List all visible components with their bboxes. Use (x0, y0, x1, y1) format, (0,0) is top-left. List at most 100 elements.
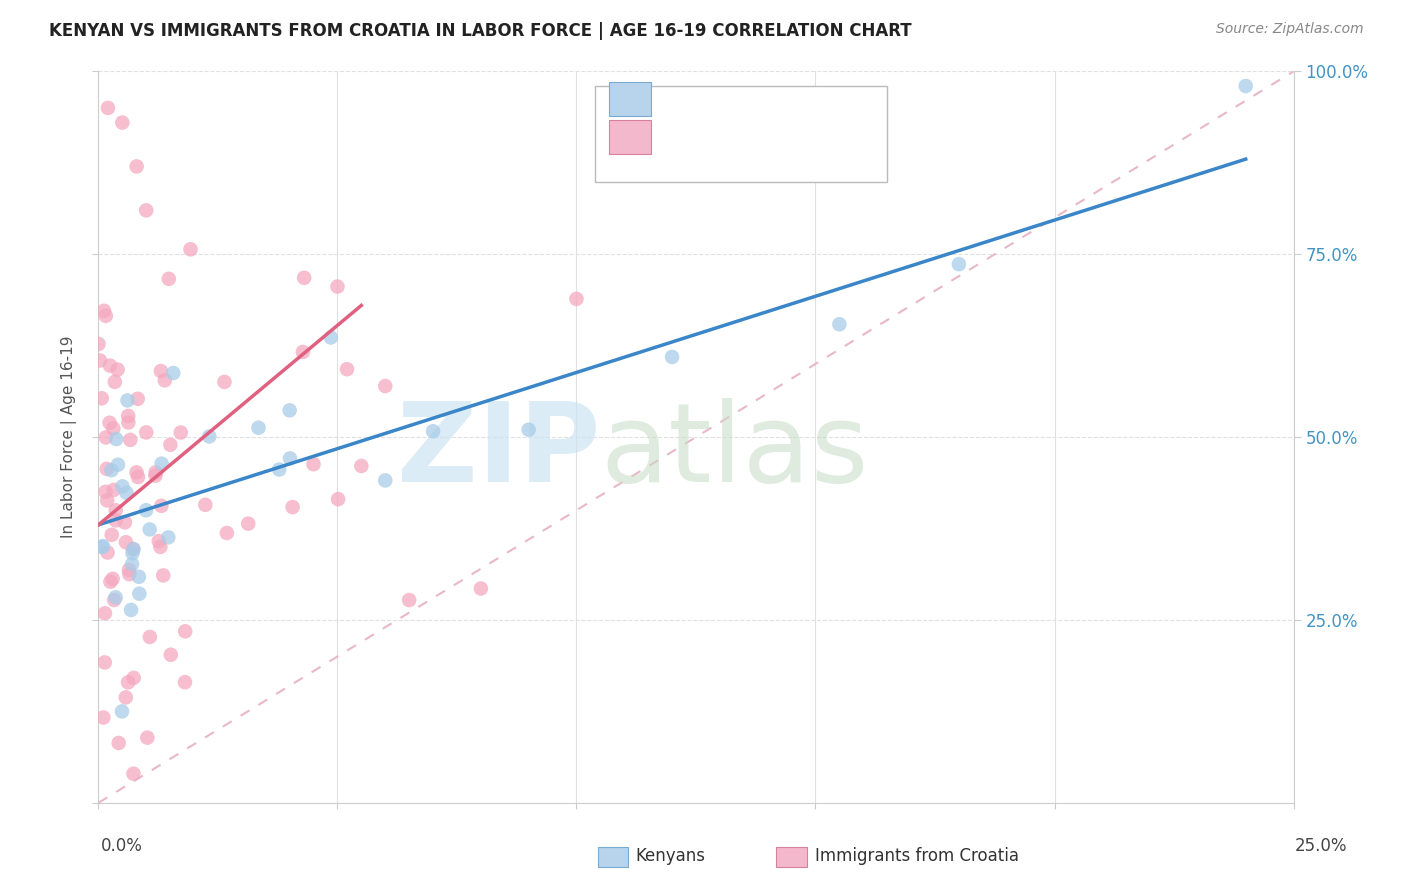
Point (101, 572, 124, 586)
Point (145, 468, 167, 483)
Point (100, 463, 122, 477)
Point (247, 421, 270, 435)
Point (278, 403, 301, 417)
Point (120, 433, 142, 447)
Point (122, 542, 145, 557)
Point (135, 203, 157, 218)
Point (278, 451, 301, 466)
Point (194, 498, 217, 512)
Text: KENYAN VS IMMIGRANTS FROM CROATIA IN LABOR FORCE | AGE 16-19 CORRELATION CHART: KENYAN VS IMMIGRANTS FROM CROATIA IN LAB… (49, 22, 912, 40)
Point (89, 353, 111, 368)
Point (661, 350, 683, 364)
Point (91, 540, 114, 554)
Point (150, 499, 173, 513)
Point (98, 359, 121, 373)
Text: 25.0%: 25.0% (1295, 837, 1347, 855)
Point (107, 458, 129, 472)
Point (128, 587, 150, 601)
Point (100, 574, 122, 589)
Point (97, 101, 120, 115)
Point (103, 421, 125, 435)
Point (115, 486, 138, 500)
Point (121, 557, 143, 571)
Point (180, 243, 202, 257)
Point (238, 516, 260, 531)
Point (174, 624, 197, 639)
Point (127, 392, 149, 406)
Point (157, 272, 180, 286)
Text: 0.0%: 0.0% (101, 837, 143, 855)
Point (470, 582, 492, 596)
Point (117, 416, 139, 430)
Point (139, 630, 162, 644)
Point (96, 493, 118, 508)
Point (93, 303, 115, 318)
Point (128, 570, 150, 584)
Point (336, 362, 359, 376)
Point (149, 364, 172, 378)
Text: Immigrants from Croatia: Immigrants from Croatia (815, 847, 1019, 865)
Point (326, 279, 349, 293)
Point (145, 466, 167, 480)
Point (91, 539, 114, 553)
Point (114, 516, 136, 530)
Text: R = 0.179    N = 75: R = 0.179 N = 75 (661, 136, 837, 154)
Point (94, 309, 117, 323)
Point (1234, 78, 1257, 93)
Point (120, 603, 142, 617)
Text: Source: ZipAtlas.com: Source: ZipAtlas.com (1216, 22, 1364, 37)
Point (319, 330, 342, 344)
Point (374, 379, 396, 393)
Point (96, 462, 118, 476)
Point (281, 500, 304, 514)
Point (100, 528, 122, 542)
Point (122, 671, 145, 685)
Point (97, 545, 120, 559)
Point (114, 690, 136, 705)
Point (159, 438, 181, 452)
Point (122, 542, 145, 557)
Point (162, 366, 184, 380)
Point (104, 375, 127, 389)
Point (115, 535, 138, 549)
Point (121, 546, 143, 560)
Point (326, 492, 349, 507)
Point (118, 563, 141, 577)
Point (117, 393, 139, 408)
Point (138, 523, 160, 537)
Point (117, 409, 139, 423)
Point (104, 591, 127, 605)
Point (125, 160, 148, 174)
Text: ZIP: ZIP (396, 398, 600, 505)
Point (94, 656, 117, 670)
Text: R = 0.591    N = 36: R = 0.591 N = 36 (661, 97, 837, 115)
Point (122, 766, 145, 780)
Point (152, 568, 174, 582)
Point (135, 425, 157, 440)
Text: atlas: atlas (600, 398, 869, 505)
Point (374, 474, 396, 488)
Point (292, 270, 315, 285)
Point (91, 710, 114, 724)
Point (94, 430, 117, 444)
Text: Kenyans: Kenyans (636, 847, 706, 865)
Point (148, 534, 170, 549)
Point (198, 429, 221, 443)
Point (103, 483, 125, 497)
Point (127, 470, 149, 484)
Point (90, 391, 112, 405)
Point (565, 292, 588, 306)
Point (517, 423, 540, 437)
Point (104, 513, 127, 527)
Point (111, 479, 134, 493)
Point (215, 526, 238, 541)
Point (174, 675, 197, 690)
Point (398, 593, 420, 607)
Point (159, 648, 181, 662)
Point (98, 416, 121, 430)
Point (149, 540, 172, 554)
Point (135, 503, 157, 517)
Point (125, 466, 148, 480)
Point (118, 567, 141, 582)
Point (948, 257, 970, 271)
